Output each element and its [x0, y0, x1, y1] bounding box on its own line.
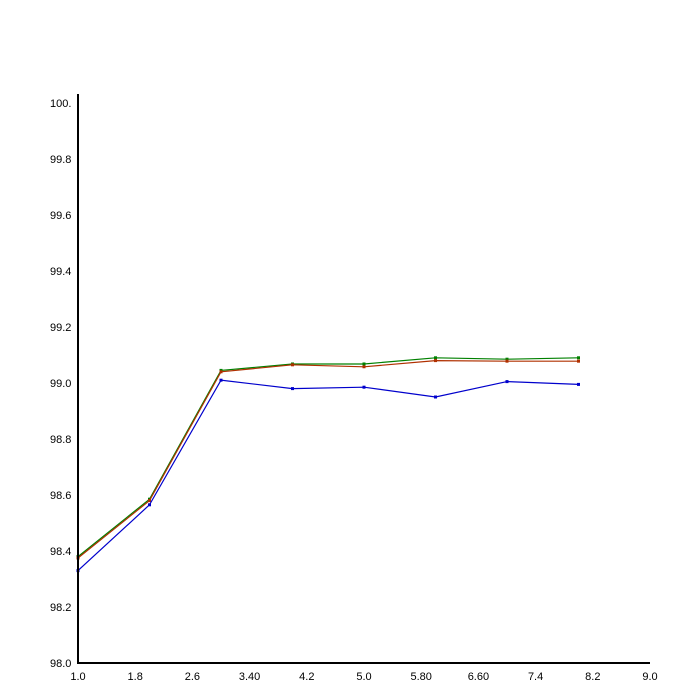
y-tick-label: 98.2 [50, 602, 71, 614]
series-2-point [577, 359, 580, 363]
y-tick-label: 99.2 [50, 322, 71, 334]
x-tick-label: 1.0 [70, 671, 85, 683]
y-tick-label: 99.0 [50, 378, 71, 390]
series-2-point [434, 359, 437, 363]
x-tick-labels: 1.0 1.8 2.6 3.40 4.2 5.0 5.80 6.60 7.4 8.2 9.0 [70, 671, 657, 683]
series-1-point [577, 356, 580, 360]
y-tick-label: 100. [50, 98, 71, 110]
y-tick-label: 99.8 [50, 154, 71, 166]
x-tick-label: 2.6 [185, 671, 200, 683]
series-line-3 [77, 379, 579, 572]
y-tick-label: 98.0 [50, 658, 71, 670]
series-line-2 [77, 359, 579, 559]
y-tick-label: 99.4 [50, 266, 71, 278]
series-1-point [434, 356, 437, 360]
x-tick-label: 6.60 [468, 671, 489, 683]
series-2-point [505, 359, 509, 363]
y-tick-label: 98.6 [50, 490, 71, 502]
y-tick-label: 98.4 [50, 546, 71, 558]
series-3-point [148, 503, 151, 507]
series-2-point [291, 363, 294, 367]
x-tick-label: 5.80 [410, 671, 431, 683]
series-3-point [577, 382, 580, 386]
x-tick-label: 8.2 [585, 671, 600, 683]
x-tick-label: 4.2 [299, 671, 314, 683]
series-3-point [434, 395, 437, 399]
x-tick-label: 1.8 [128, 671, 143, 683]
axes-layer [77, 94, 650, 664]
series-3-point [362, 385, 366, 389]
x-tick-label: 7.4 [528, 671, 543, 683]
series-2-point [362, 365, 366, 369]
series-1-point [505, 357, 509, 361]
y-tick-label: 98.8 [50, 434, 71, 446]
series-layer [76, 356, 580, 573]
series-3-point [505, 380, 509, 384]
y-tick-labels: 98.0 98.2 98.4 98.6 98.8 99.0 99.2 99.4 99.6 99.8… [50, 98, 71, 670]
series-2-point [219, 370, 223, 374]
series-2-point [148, 499, 151, 503]
y-tick-label: 99.6 [50, 210, 71, 222]
series-1-point [362, 362, 366, 366]
x-tick-label: 5.0 [356, 671, 371, 683]
series-line-1 [77, 357, 579, 558]
x-tick-label: 3.40 [239, 671, 260, 683]
series-3-point [219, 378, 223, 382]
series-3-point [291, 387, 294, 391]
x-tick-label: 9.0 [642, 671, 657, 683]
